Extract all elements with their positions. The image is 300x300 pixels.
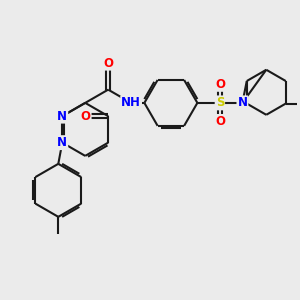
Text: N: N [57, 136, 67, 149]
Text: O: O [103, 57, 113, 70]
Text: N: N [57, 110, 67, 123]
Text: O: O [215, 78, 225, 91]
Text: S: S [216, 96, 224, 110]
Text: N: N [237, 96, 248, 110]
Text: O: O [215, 115, 225, 128]
Text: O: O [81, 110, 91, 123]
Text: NH: NH [121, 96, 141, 110]
